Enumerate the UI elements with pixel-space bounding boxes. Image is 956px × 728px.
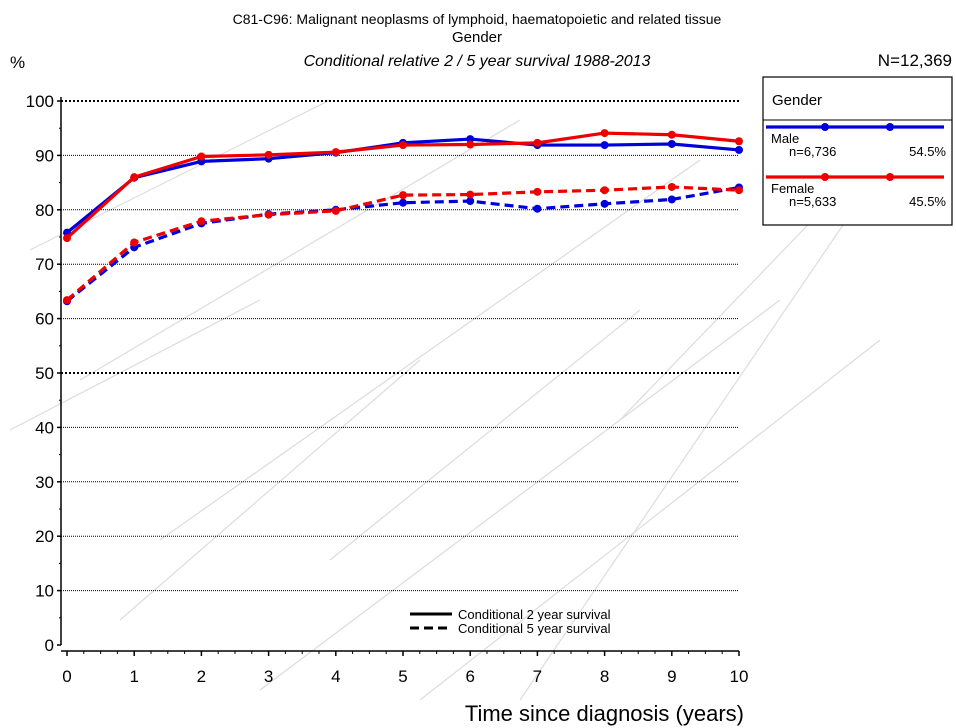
point-female-dashed-2 (197, 217, 206, 226)
watermark-stroke-9 (9, 299, 261, 431)
legend-marker-male (886, 123, 894, 131)
legend-title: Gender (772, 92, 822, 109)
y-tick-label-50: 50 (35, 364, 54, 383)
point-female-dashed-0 (63, 296, 71, 305)
chart-subtitle-italic: Conditional relative 2 / 5 year survival… (304, 53, 651, 70)
point-female-dashed-3 (264, 210, 273, 219)
legend-count-female: n=5,633 (789, 194, 836, 209)
legend-name-male: Male (771, 131, 799, 146)
point-female-solid-7 (533, 138, 542, 147)
legend-pct-female: 45.5% (909, 194, 946, 209)
x-tick-label-4: 4 (331, 667, 340, 686)
y-tick-label-90: 90 (35, 146, 54, 165)
legend-marker-male (821, 123, 829, 131)
point-female-solid-8 (600, 129, 609, 138)
n-total: N=12,369 (878, 51, 952, 70)
point-female-solid-4 (331, 148, 340, 157)
y-tick-label-10: 10 (35, 582, 54, 601)
point-male-dashed-5 (399, 198, 407, 207)
y-tick-label-0: 0 (45, 636, 54, 655)
legend-marker-female (886, 173, 894, 181)
point-female-dashed-8 (600, 186, 609, 195)
series-line-male-dashed (65, 185, 740, 303)
point-female-dashed-10 (735, 186, 743, 195)
axes: 0 10 20 30 40 50 60 70 80 90 100 0 1 2 3 4 5 6 7 8 9 10 (26, 92, 749, 686)
point-female-dashed-7 (533, 187, 542, 196)
point-female-dashed-1 (130, 238, 139, 247)
point-female-solid-6 (466, 140, 475, 149)
legend-name-female: Female (771, 181, 814, 196)
y-axis-label: % (10, 53, 25, 72)
point-female-dashed-4 (331, 206, 340, 215)
watermark-stroke-6 (329, 309, 641, 561)
series-female-solid (63, 129, 743, 243)
point-male-solid-9 (667, 139, 676, 148)
point-female-dashed-6 (466, 190, 475, 199)
y-tick-label-30: 30 (35, 473, 54, 492)
point-female-dashed-9 (667, 182, 676, 191)
x-tick-label-2: 2 (197, 667, 206, 686)
y-tick-label-70: 70 (35, 255, 54, 274)
series-male-solid (63, 135, 743, 237)
watermark-stroke-4 (419, 339, 881, 701)
legend-marker-female (821, 173, 829, 181)
legend-box (762, 76, 953, 226)
point-male-solid-8 (600, 141, 609, 150)
watermark-stroke-2 (159, 159, 701, 541)
x-tick-label-7: 7 (533, 667, 542, 686)
line-legend-label-dashed: Conditional 5 year survival (458, 621, 611, 636)
watermark-stroke-1 (79, 119, 521, 381)
legend-pct-male: 54.5% (909, 144, 946, 159)
y-tick-label-60: 60 (35, 310, 54, 329)
point-female-solid-3 (264, 150, 273, 159)
chart-title: C81-C96: Malignant neoplasms of lymphoid… (233, 11, 722, 27)
point-male-dashed-9 (667, 195, 676, 204)
x-tick-label-8: 8 (600, 667, 609, 686)
point-male-dashed-6 (466, 197, 475, 206)
watermark-stroke-5 (119, 359, 421, 621)
y-tick-label-20: 20 (35, 527, 54, 546)
y-tick-label-40: 40 (35, 418, 54, 437)
point-female-solid-10 (735, 137, 743, 146)
watermark (9, 99, 881, 701)
series-female-dashed (63, 182, 743, 305)
y-tick-label-100: 100 (26, 92, 54, 111)
point-male-solid-10 (735, 145, 743, 154)
legend-count-male: n=6,736 (789, 144, 836, 159)
grid-lines (61, 100, 739, 592)
point-female-solid-1 (130, 173, 139, 182)
x-tick-label-1: 1 (129, 667, 138, 686)
x-tick-label-6: 6 (465, 667, 474, 686)
point-male-dashed-7 (533, 204, 542, 213)
point-male-dashed-8 (600, 199, 609, 208)
chart-subtitle: Gender (452, 29, 502, 46)
point-female-solid-9 (667, 130, 676, 139)
series-line-male-solid (65, 137, 740, 234)
point-female-dashed-5 (399, 191, 407, 200)
x-tick-label-10: 10 (730, 667, 749, 686)
y-tick-label-80: 80 (35, 201, 54, 220)
series-layer (63, 129, 743, 306)
watermark-stroke-7 (519, 199, 861, 701)
watermark-stroke-3 (259, 299, 781, 691)
line-legend-label-solid: Conditional 2 year survival (458, 607, 611, 622)
point-female-solid-5 (399, 141, 407, 150)
x-axis-label: Time since diagnosis (years) (465, 701, 744, 726)
x-tick-label-3: 3 (264, 667, 273, 686)
x-tick-label-0: 0 (62, 667, 71, 686)
point-female-solid-0 (63, 234, 71, 243)
x-tick-label-5: 5 (398, 667, 407, 686)
point-female-solid-2 (197, 152, 206, 161)
x-tick-label-9: 9 (667, 667, 676, 686)
